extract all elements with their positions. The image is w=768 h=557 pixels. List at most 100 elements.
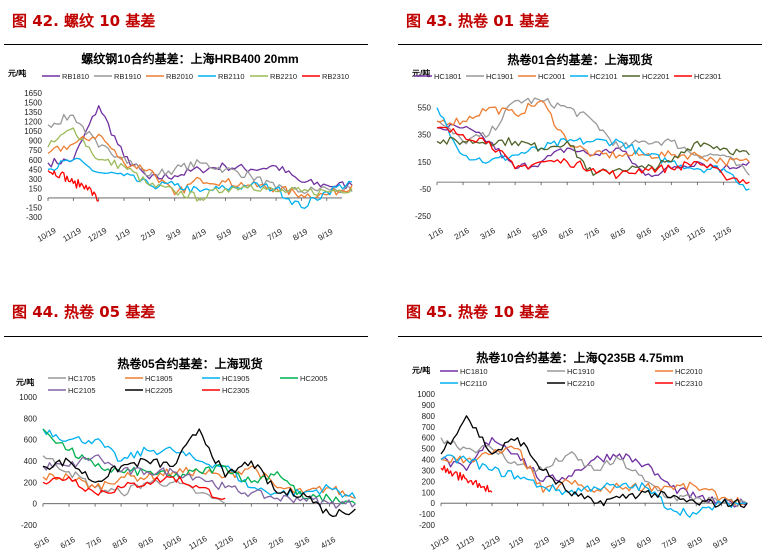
legend-item-RB2310: RB2310 — [302, 72, 349, 81]
figure-44-heading: 图 44. 热卷 05 基差 — [12, 303, 156, 321]
legend-item-HC2010: HC2010 — [655, 367, 703, 376]
legend-item-RB2010: RB2010 — [146, 72, 193, 81]
legend-item-HC2101: HC2101 — [570, 72, 618, 81]
x-tick-label: 5/19 — [215, 227, 233, 243]
series-line-RB2310 — [47, 170, 99, 202]
series-line-HC2105 — [42, 454, 356, 509]
legend-label: HC2201 — [642, 72, 670, 81]
x-tick-label: 7/16 — [583, 226, 601, 242]
x-tick-label: 6/16 — [557, 226, 575, 242]
legend-item-HC2305: HC2305 — [202, 386, 250, 395]
legend-item-RB2210: RB2210 — [250, 72, 297, 81]
figure-45-heading: 图 45. 热卷 10 基差 — [406, 303, 550, 321]
y-tick-label: 450 — [29, 165, 43, 174]
x-tick-label: 9/19 — [317, 227, 335, 243]
legend-label: HC1905 — [222, 374, 250, 383]
x-tick-label: 4/16 — [505, 226, 523, 242]
chart-0: 螺纹钢10合约基差：上海HRB400 20mm 元/吨 RB1810 RB1910 RB… — [8, 51, 353, 244]
x-tick-label: 4/19 — [584, 535, 602, 551]
x-tick-label: 9/16 — [137, 535, 155, 551]
x-tick-label: 7/16 — [85, 535, 103, 551]
chart-title: 热卷01合约基差：上海现货 — [507, 52, 652, 67]
series-line-RB2210 — [47, 127, 353, 202]
x-tick-label: 2/16 — [453, 226, 471, 242]
legend-label: HC2310 — [675, 379, 703, 388]
x-tick-label: 11/19 — [61, 226, 83, 244]
legend-label: HC1805 — [145, 374, 173, 383]
x-tick-label: 10/16 — [161, 534, 183, 552]
x-tick-label: 8/16 — [609, 226, 627, 242]
y-tick-label: -50 — [419, 185, 431, 194]
heading-rule — [4, 336, 368, 337]
legend-item-HC1910: HC1910 — [547, 367, 595, 376]
y-tick-label: 150 — [29, 184, 43, 193]
legend-item-HC1805: HC1805 — [125, 374, 173, 383]
x-tick-label: 1/16 — [427, 226, 445, 242]
x-tick-label: 3/16 — [479, 226, 497, 242]
legend-item-HC2201: HC2201 — [622, 72, 670, 81]
x-tick-label: 10/16 — [659, 225, 681, 243]
y-tick-label: 900 — [422, 401, 436, 410]
x-tick-label: 8/19 — [291, 227, 309, 243]
x-tick-label: 4/19 — [190, 227, 208, 243]
heading-rule — [398, 336, 762, 337]
y-tick-label: 400 — [24, 457, 38, 466]
legend-item-HC2110: HC2110 — [440, 379, 487, 388]
series-line-RB2110 — [47, 157, 353, 209]
legend-item-HC2301: HC2301 — [674, 72, 722, 81]
y-tick-label: 300 — [29, 175, 43, 184]
legend-label: HC2101 — [590, 72, 618, 81]
x-tick-label: 5/16 — [531, 226, 549, 242]
legend-label: RB2310 — [322, 72, 349, 81]
y-tick-label: -250 — [415, 212, 432, 221]
legend-label: HC1901 — [486, 72, 514, 81]
y-tick-label: 150 — [418, 158, 432, 167]
y-tick-label: 350 — [418, 131, 432, 140]
y-tick-label: 500 — [422, 445, 436, 454]
y-tick-label: 600 — [24, 436, 38, 445]
y-tick-label: 1000 — [19, 393, 37, 402]
x-tick-label: 3/19 — [558, 535, 576, 551]
x-tick-label: 1/16 — [241, 535, 259, 551]
y-tick-label: 1200 — [24, 118, 42, 127]
figure-43-heading: 图 43. 热卷 01 基差 — [406, 12, 550, 30]
x-tick-label: 5/16 — [33, 535, 51, 551]
series-line-RB1810 — [47, 105, 353, 190]
x-tick-label: 8/16 — [111, 535, 129, 551]
x-tick-label: 2/19 — [533, 535, 551, 551]
x-tick-label: 6/16 — [59, 535, 77, 551]
legend-label: HC2210 — [567, 379, 595, 388]
legend-item-HC2005: HC2005 — [280, 374, 328, 383]
legend-item-HC1905: HC1905 — [202, 374, 250, 383]
heading-rule — [398, 44, 762, 45]
x-tick-label: 12/19 — [480, 534, 502, 552]
series-line-HC2001 — [436, 100, 750, 167]
y-tick-label: 0 — [33, 500, 38, 509]
y-tick-label: 1000 — [417, 390, 435, 399]
heading-rule — [4, 44, 368, 45]
x-tick-label: 8/19 — [686, 535, 704, 551]
series-line-RB2010 — [47, 133, 353, 200]
legend-item-HC2310: HC2310 — [655, 379, 703, 388]
legend-label: HC2005 — [300, 374, 328, 383]
legend-label: HC2305 — [222, 386, 250, 395]
y-tick-label: -200 — [21, 521, 38, 530]
legend-label: HC2110 — [460, 379, 487, 388]
y-tick-label: 1050 — [24, 127, 42, 136]
series-line-HC2205 — [42, 428, 356, 518]
legend-item-HC2105: HC2105 — [48, 386, 96, 395]
x-tick-label: 2/16 — [267, 535, 285, 551]
y-tick-label: 0 — [38, 194, 43, 203]
legend-label: HC1705 — [68, 374, 96, 383]
series-line-HC1705 — [42, 455, 226, 505]
y-tick-label: 1350 — [24, 108, 42, 117]
y-tick-label: 600 — [29, 156, 43, 165]
legend-label: HC2105 — [68, 386, 96, 395]
series-line-HC2305 — [42, 475, 226, 501]
x-tick-label: 4/16 — [319, 535, 337, 551]
legend-label: RB2110 — [218, 72, 245, 81]
x-tick-label: 1/19 — [507, 535, 525, 551]
y-tick-label: 600 — [422, 434, 436, 443]
chart-title: 螺纹钢10合约基差：上海HRB400 20mm — [81, 51, 298, 66]
